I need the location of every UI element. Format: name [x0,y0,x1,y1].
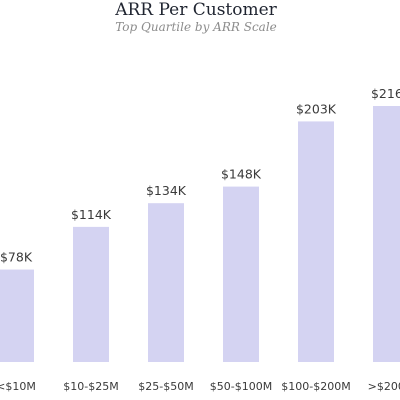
x-tick-label: $100-$200M [281,380,350,393]
bars-group: $78K <$10M $114K $10-$25M $134K $25-$50M $148K… [0,86,400,393]
bar-5 [373,106,400,362]
bar-value-label: $114K [71,207,112,222]
bar-2 [148,203,184,362]
bar-value-label: $148K [221,167,262,182]
x-tick-label: <$10M [0,380,36,393]
chart-subtitle: Top Quartile by ARR Scale [115,20,277,34]
x-tick-label: >$200M [368,380,400,393]
bar-1 [73,226,109,362]
bar-4 [298,121,334,362]
x-tick-label: $10-$25M [63,380,118,393]
bar-value-label: $203K [296,101,337,116]
bar-value-label: $216K [371,86,400,101]
bar-value-label: $78K [0,250,33,265]
bar-0 [0,269,34,362]
x-tick-label: $50-$100M [210,380,272,393]
x-tick-label: $25-$50M [138,380,193,393]
bar-3 [223,186,259,362]
bar-value-label: $134K [146,183,187,198]
chart-title: ARR Per Customer [114,0,277,20]
